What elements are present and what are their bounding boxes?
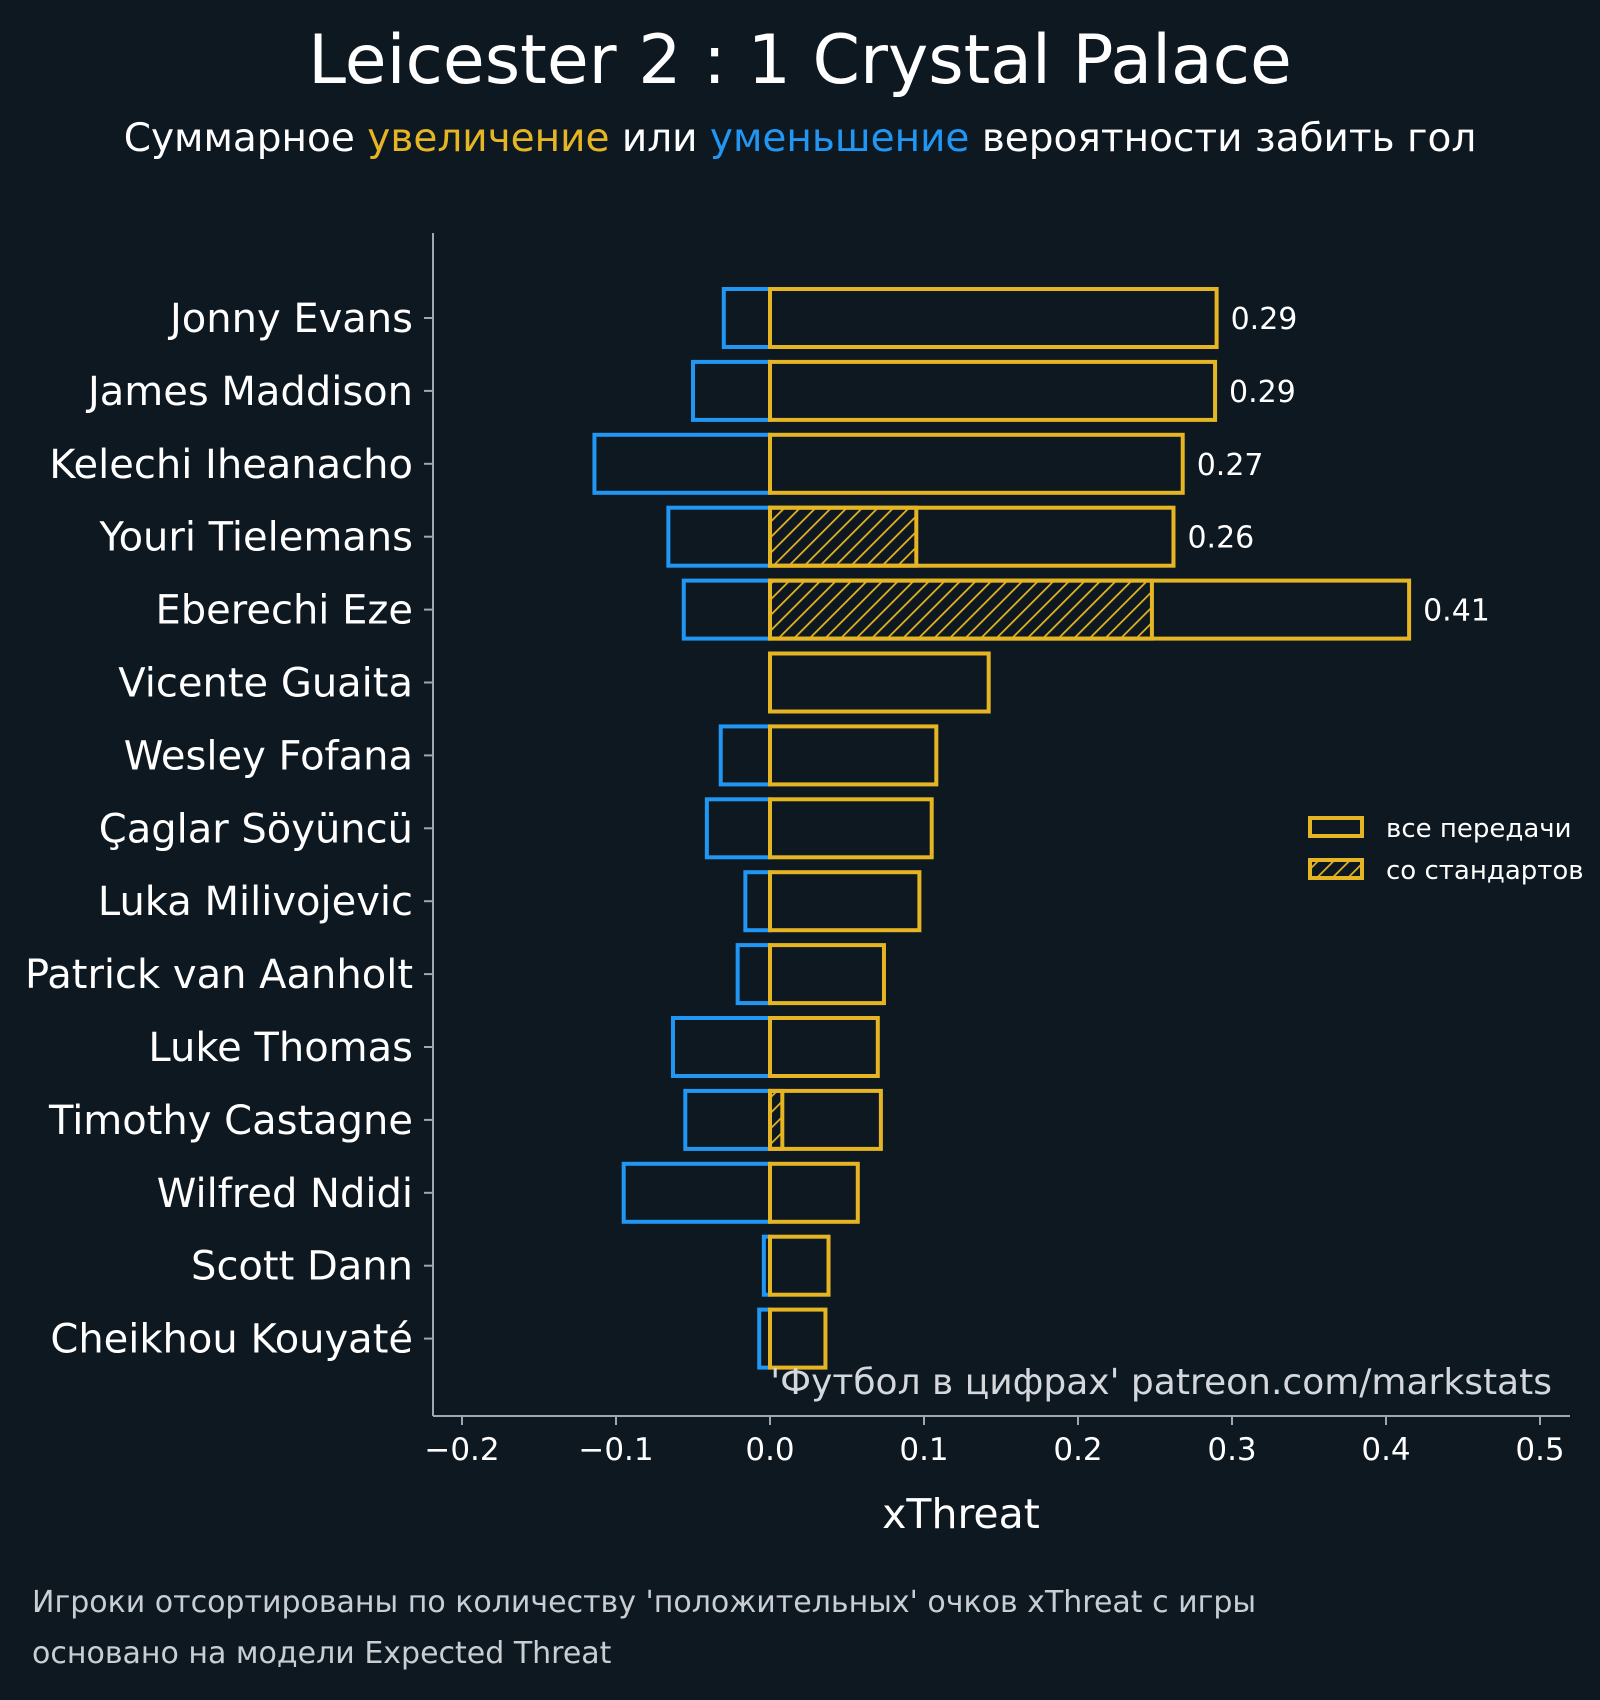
negative-bar xyxy=(681,578,773,641)
value-label: 0.41 xyxy=(1423,594,1490,629)
positive-bar xyxy=(768,1088,883,1151)
value-label: 0.26 xyxy=(1187,521,1254,556)
player-label: Çaglar Söyüncü xyxy=(99,806,413,852)
player-label: Cheikhou Kouyaté xyxy=(50,1317,413,1363)
subtitle-suffix: вероятности забить гол xyxy=(969,116,1476,161)
legend-swatch-set-pieces xyxy=(1308,858,1364,880)
x-tick-label: 0.2 xyxy=(1053,1432,1102,1468)
x-tick-label: 0.3 xyxy=(1207,1432,1256,1468)
x-ticks: −0.2 −0.1 0.0 0.1 0.2 0.3 0.4 0.5 xyxy=(424,1416,1565,1468)
negative-bar xyxy=(621,1161,773,1224)
legend-label-set-pieces: со стандартов xyxy=(1386,856,1584,886)
negative-bar xyxy=(718,724,772,787)
legend-swatch-all-passes xyxy=(1308,816,1364,838)
player-label: Scott Dann xyxy=(191,1244,413,1290)
positive-bar xyxy=(768,724,939,787)
positive-bar xyxy=(768,505,1176,568)
watermark: 'Футбол в цифрах' patreon.com/markstats xyxy=(770,1362,1552,1403)
negative-bar xyxy=(743,870,772,933)
negative-bar xyxy=(721,287,772,349)
value-label: 0.29 xyxy=(1229,375,1296,410)
player-label: Youri Tielemans xyxy=(98,515,413,561)
subtitle-middle: или xyxy=(610,116,710,161)
player-label: Jonny Evans xyxy=(167,296,413,342)
positive-bar xyxy=(768,797,934,860)
positive-bar xyxy=(768,359,1218,422)
y-ticks: Jonny Evans James Maddison Kelechi Iheanac… xyxy=(25,296,433,1363)
player-label: Luke Thomas xyxy=(148,1025,413,1071)
chart-subtitle: Суммарное увеличение или уменьшение веро… xyxy=(124,116,1477,161)
x-tick-label: 0.4 xyxy=(1361,1432,1410,1468)
player-label: Eberechi Eze xyxy=(156,588,414,634)
footnote-line-2: основано на модели Expected Threat xyxy=(32,1636,612,1671)
x-tick-label: 0.1 xyxy=(899,1432,948,1468)
negative-bar xyxy=(691,359,772,422)
player-label: Kelechi Iheanacho xyxy=(49,442,413,488)
footnote-line-1: Игроки отсортированы по количеству 'поло… xyxy=(32,1585,1256,1620)
legend: все передачи со стандартов xyxy=(1308,814,1584,886)
player-label: Patrick van Aanholt xyxy=(25,952,413,998)
set-piece-bar xyxy=(768,578,1154,641)
value-labels: 0.29 0.29 0.27 0.26 0.41 xyxy=(1187,302,1489,629)
x-tick-label: 0.5 xyxy=(1515,1432,1564,1468)
bars xyxy=(592,287,1412,1370)
positive-bar xyxy=(768,1016,880,1078)
positive-bar xyxy=(768,651,991,714)
x-axis-title: xThreat xyxy=(882,1490,1040,1538)
player-label: Wilfred Ndidi xyxy=(157,1171,413,1217)
negative-bar xyxy=(670,1016,772,1078)
subtitle-prefix: Суммарное xyxy=(124,116,368,161)
player-label: Wesley Fofana xyxy=(124,733,413,779)
set-piece-bar xyxy=(768,505,919,568)
negative-bar xyxy=(704,797,772,860)
positive-bar xyxy=(768,943,886,1006)
positive-bar xyxy=(768,1161,860,1224)
positive-bar xyxy=(768,1307,828,1370)
negative-bar xyxy=(666,505,772,568)
x-tick-label: 0.0 xyxy=(745,1432,794,1468)
positive-bar xyxy=(768,287,1219,349)
positive-bar xyxy=(768,1234,831,1297)
positive-bar xyxy=(768,578,1412,641)
x-tick-label: −0.1 xyxy=(578,1432,653,1468)
player-label: Timothy Castagne xyxy=(48,1098,413,1144)
negative-bar xyxy=(683,1088,772,1151)
player-label: Vicente Guaita xyxy=(118,661,413,707)
player-label: James Maddison xyxy=(85,369,413,415)
x-tick-label: −0.2 xyxy=(424,1432,499,1468)
negative-bar xyxy=(592,432,772,495)
player-label: Luka Milivojevic xyxy=(98,879,413,925)
legend-label-all-passes: все передачи xyxy=(1386,814,1572,844)
value-label: 0.29 xyxy=(1231,302,1298,337)
subtitle-positive-word: увеличение xyxy=(367,116,609,161)
subtitle-negative-word: уменьшение xyxy=(710,116,970,161)
negative-bar xyxy=(735,943,772,1006)
chart-title: Leicester 2 : 1 Crystal Palace xyxy=(308,21,1292,100)
positive-bar xyxy=(768,870,922,933)
value-label: 0.27 xyxy=(1197,448,1264,483)
positive-bar xyxy=(768,432,1185,495)
